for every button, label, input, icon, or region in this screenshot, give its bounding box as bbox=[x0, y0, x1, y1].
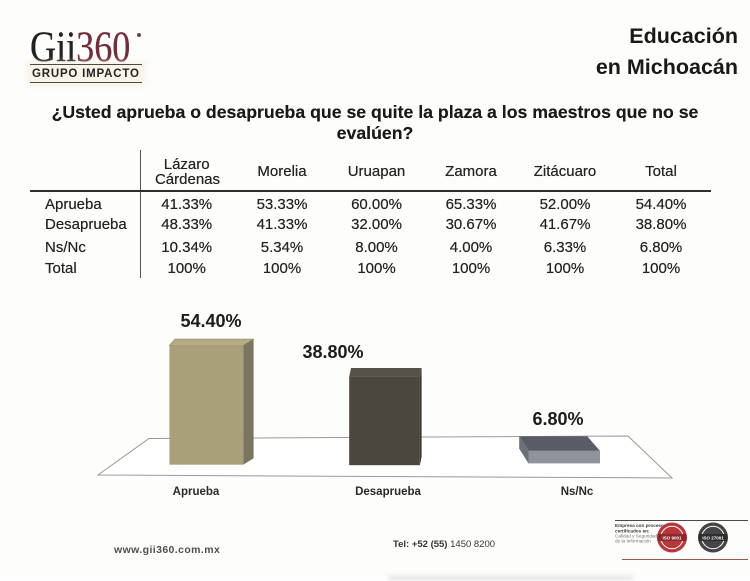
svg-text:ISO 27001: ISO 27001 bbox=[702, 535, 724, 540]
svg-text:ISO 9001: ISO 9001 bbox=[662, 535, 682, 540]
